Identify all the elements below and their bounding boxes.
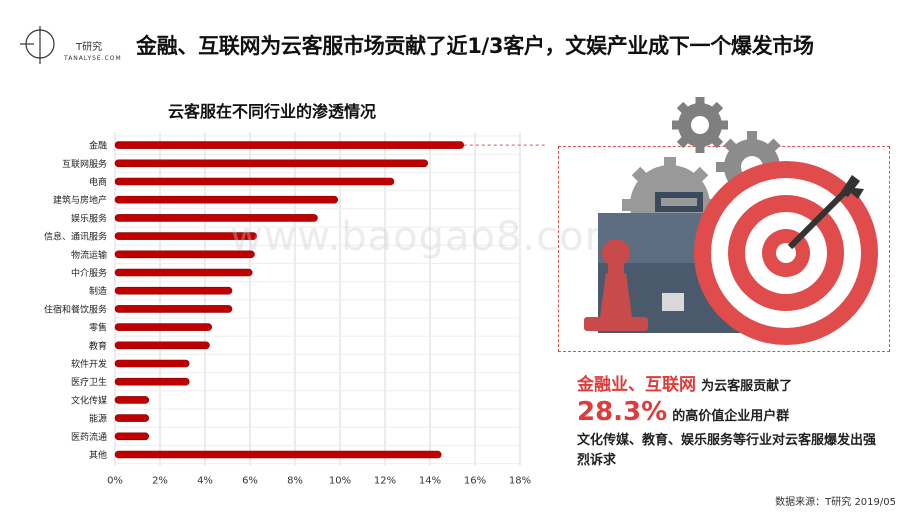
bar xyxy=(114,341,210,350)
x-tick-label: 12% xyxy=(374,476,396,487)
category-label: 零售 xyxy=(89,322,107,334)
data-source: 数据来源：T研究 2019/05 xyxy=(775,497,896,508)
category-label: 制造 xyxy=(89,285,107,297)
bar xyxy=(114,377,190,386)
x-tick-label: 0% xyxy=(107,476,123,487)
bar xyxy=(114,396,150,404)
bar xyxy=(114,305,233,313)
bar xyxy=(114,268,253,277)
insight-callout: 金融业、互联网 为云客服贡献了 28.3% 的高价值企业用户群 文化传媒、教育、… xyxy=(577,370,877,471)
bar xyxy=(114,450,442,459)
callout-value: 28.3% xyxy=(577,397,668,427)
bar xyxy=(114,323,213,331)
bar xyxy=(114,232,258,240)
page-headline: 金融、互联网为云客服市场贡献了近1/3客户，文娱产业成下一个爆发市场 xyxy=(136,34,814,58)
target-briefcase-illustration xyxy=(584,97,878,345)
x-tick-label: 8% xyxy=(287,476,303,487)
category-label: 互联网服务 xyxy=(62,158,107,170)
bar xyxy=(114,195,339,204)
pawn-icon xyxy=(584,239,648,331)
x-tick-label: 10% xyxy=(329,476,351,487)
arrow-icon xyxy=(787,175,864,250)
category-label: 物流运输 xyxy=(71,249,107,261)
callout-text-2: 的高价值企业用户群 xyxy=(672,409,790,424)
bar xyxy=(114,141,465,149)
bar xyxy=(114,214,318,222)
chart-title: 云客服在不同行业的渗透情况 xyxy=(168,102,377,121)
bar xyxy=(114,359,190,368)
category-label: 中介服务 xyxy=(71,267,107,279)
category-label: 文化传媒 xyxy=(71,394,107,406)
bar xyxy=(114,250,255,259)
category-label: 住宿和餐饮服务 xyxy=(44,303,107,315)
category-label: 医药流通 xyxy=(71,431,107,443)
bar-chart: 0% 2% 4% 6% 8% 10% 12% 14% 16% 18% 金融互联网服务电商建筑与房地产… xyxy=(44,132,545,487)
callout-text-1: 为云客服贡献了 xyxy=(701,379,793,394)
category-label: 金融 xyxy=(89,140,107,152)
category-label: 其他 xyxy=(89,449,107,461)
x-tick-label: 2% xyxy=(152,476,168,487)
category-label: 电商 xyxy=(89,176,107,188)
bar xyxy=(114,159,429,168)
category-label: 建筑与房地产 xyxy=(53,194,107,206)
x-tick-label: 6% xyxy=(242,476,258,487)
category-label: 信息、通讯服务 xyxy=(44,231,107,243)
logo-name: T研究 xyxy=(76,42,103,53)
x-tick-label: 14% xyxy=(419,476,441,487)
bar xyxy=(114,414,150,422)
category-label: 能源 xyxy=(89,413,107,425)
x-tick-label: 18% xyxy=(509,476,531,487)
callout-frame xyxy=(558,146,890,352)
gear-icon xyxy=(672,97,728,153)
x-tick-label: 4% xyxy=(197,476,213,487)
logo: T研究 TANALYSE.COM xyxy=(18,22,128,66)
callout-text-3: 文化传媒、教育、娱乐服务等行业对云客服爆发出强烈诉求 xyxy=(577,433,877,468)
bar xyxy=(114,177,395,186)
x-tick-label: 16% xyxy=(464,476,486,487)
category-label: 软件开发 xyxy=(71,358,107,370)
logo-domain: TANALYSE.COM xyxy=(64,55,122,62)
callout-highlight: 金融业、互联网 xyxy=(577,375,696,395)
logo-mark-icon xyxy=(20,26,55,64)
watermark: www.baogao8.com xyxy=(230,214,625,260)
category-label: 娱乐服务 xyxy=(71,212,107,224)
category-label: 医疗卫生 xyxy=(71,376,107,388)
bar xyxy=(114,432,150,441)
category-label: 教育 xyxy=(89,340,107,352)
bar xyxy=(114,286,233,295)
